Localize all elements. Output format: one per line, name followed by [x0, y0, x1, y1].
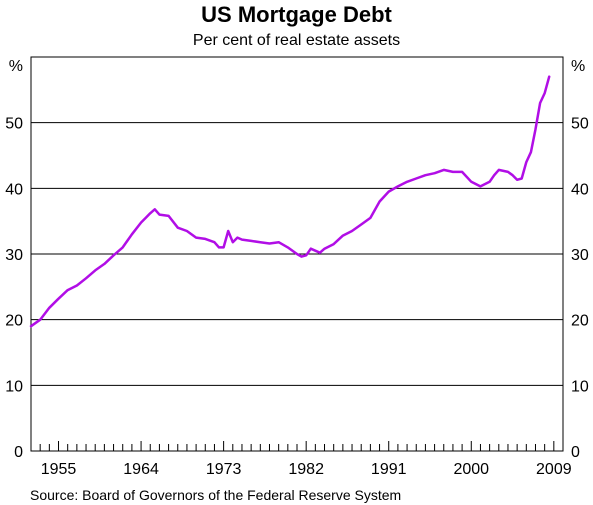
y-tick-label-left: 20: [5, 313, 23, 330]
y-tick-label-left: 50: [5, 116, 23, 133]
chart-subtitle: Per cent of real estate assets: [192, 32, 401, 49]
x-tick-label: 1955: [41, 461, 77, 478]
y-tick-label-right: 50: [571, 116, 589, 133]
y-tick-label-right: 20: [571, 313, 589, 330]
x-tick-label: 2009: [536, 461, 572, 478]
y-tick-label-left: 0: [14, 444, 23, 461]
x-tick-label: 1982: [288, 461, 324, 478]
y-tick-label-right: 40: [571, 181, 589, 198]
x-axis-ticks: [30, 441, 564, 451]
chart-source: Source: Board of Governors of the Federa…: [30, 487, 402, 503]
y-tick-label-left: 30: [5, 247, 23, 264]
axis-labels: 0 0 10 10 20 20 30 30 40 40 50 50% % 1955 1964 1973 1982…: [5, 58, 589, 478]
chart-title: US Mortgage Debt: [201, 2, 392, 27]
y-tick-label-right: 0: [571, 444, 580, 461]
y-tick-label-right: 30: [571, 247, 589, 264]
y-axis-unit-left: %: [9, 58, 23, 75]
grid-lines: [31, 122, 563, 386]
x-tick-label: 2000: [453, 461, 489, 478]
y-tick-label-right: 10: [571, 378, 589, 395]
y-tick-label-left: 10: [5, 378, 23, 395]
x-tick-label: 1964: [123, 461, 159, 478]
y-axis-unit-right: %: [571, 58, 585, 75]
x-tick-label: 1991: [371, 461, 407, 478]
series-line-mortgage-debt: [29, 75, 551, 328]
x-tick-label: 1973: [206, 461, 242, 478]
y-tick-label-left: 40: [5, 181, 23, 198]
